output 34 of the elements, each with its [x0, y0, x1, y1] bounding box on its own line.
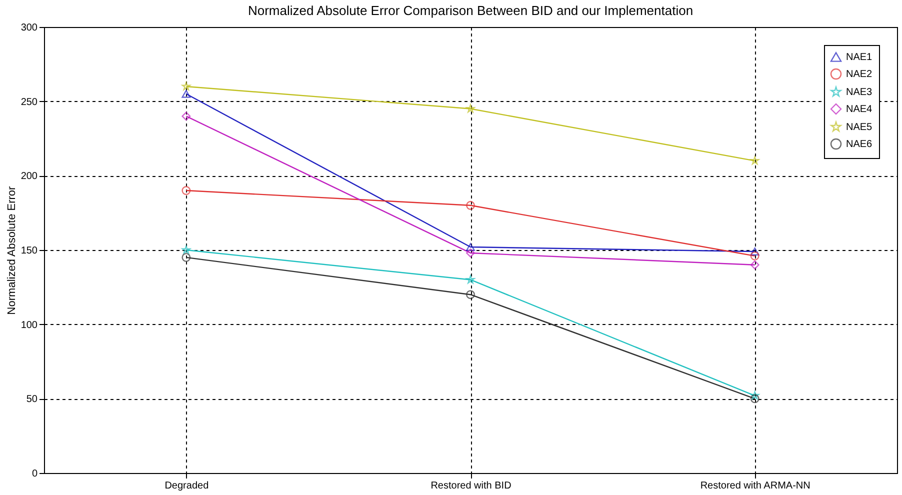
- legend-label: NAE6: [846, 139, 873, 150]
- x-tick-label: Restored with BID: [430, 480, 512, 492]
- chart-title: Normalized Absolute Error Comparison Between BID and our Implementation: [248, 3, 694, 18]
- point: [466, 248, 475, 258]
- point: [750, 394, 760, 404]
- point: [750, 391, 760, 400]
- x-tick-label: Degraded: [164, 480, 209, 492]
- legend-label: NAE5: [846, 122, 873, 133]
- y-tick-label: 150: [20, 246, 38, 256]
- legend-label: NAE4: [846, 104, 873, 115]
- point: [466, 200, 475, 210]
- y-tick-label: 100: [20, 320, 38, 331]
- point: [182, 252, 191, 262]
- y-tick-label: 250: [20, 96, 38, 108]
- point: [466, 275, 475, 284]
- point: [466, 104, 475, 113]
- point: [750, 156, 760, 165]
- y-axis-title: Normalized Absolute Error: [6, 186, 18, 315]
- y-tick-label: 300: [20, 22, 38, 34]
- y-tick-label: 200: [20, 171, 38, 182]
- point: [750, 248, 760, 256]
- y-tick-label: 0: [32, 468, 38, 480]
- point: [750, 260, 760, 270]
- point: [466, 243, 475, 251]
- point: [182, 186, 191, 195]
- point: [182, 90, 191, 98]
- legend-label: NAE2: [846, 69, 873, 80]
- legend-label: NAE3: [846, 87, 873, 98]
- point: [466, 290, 475, 300]
- y-tick-label: 50: [26, 394, 38, 406]
- x-tick-label: Restored with ARMA-NN: [700, 480, 810, 492]
- legend-label: NAE1: [846, 52, 873, 63]
- point: [182, 112, 191, 121]
- point: [750, 251, 760, 260]
